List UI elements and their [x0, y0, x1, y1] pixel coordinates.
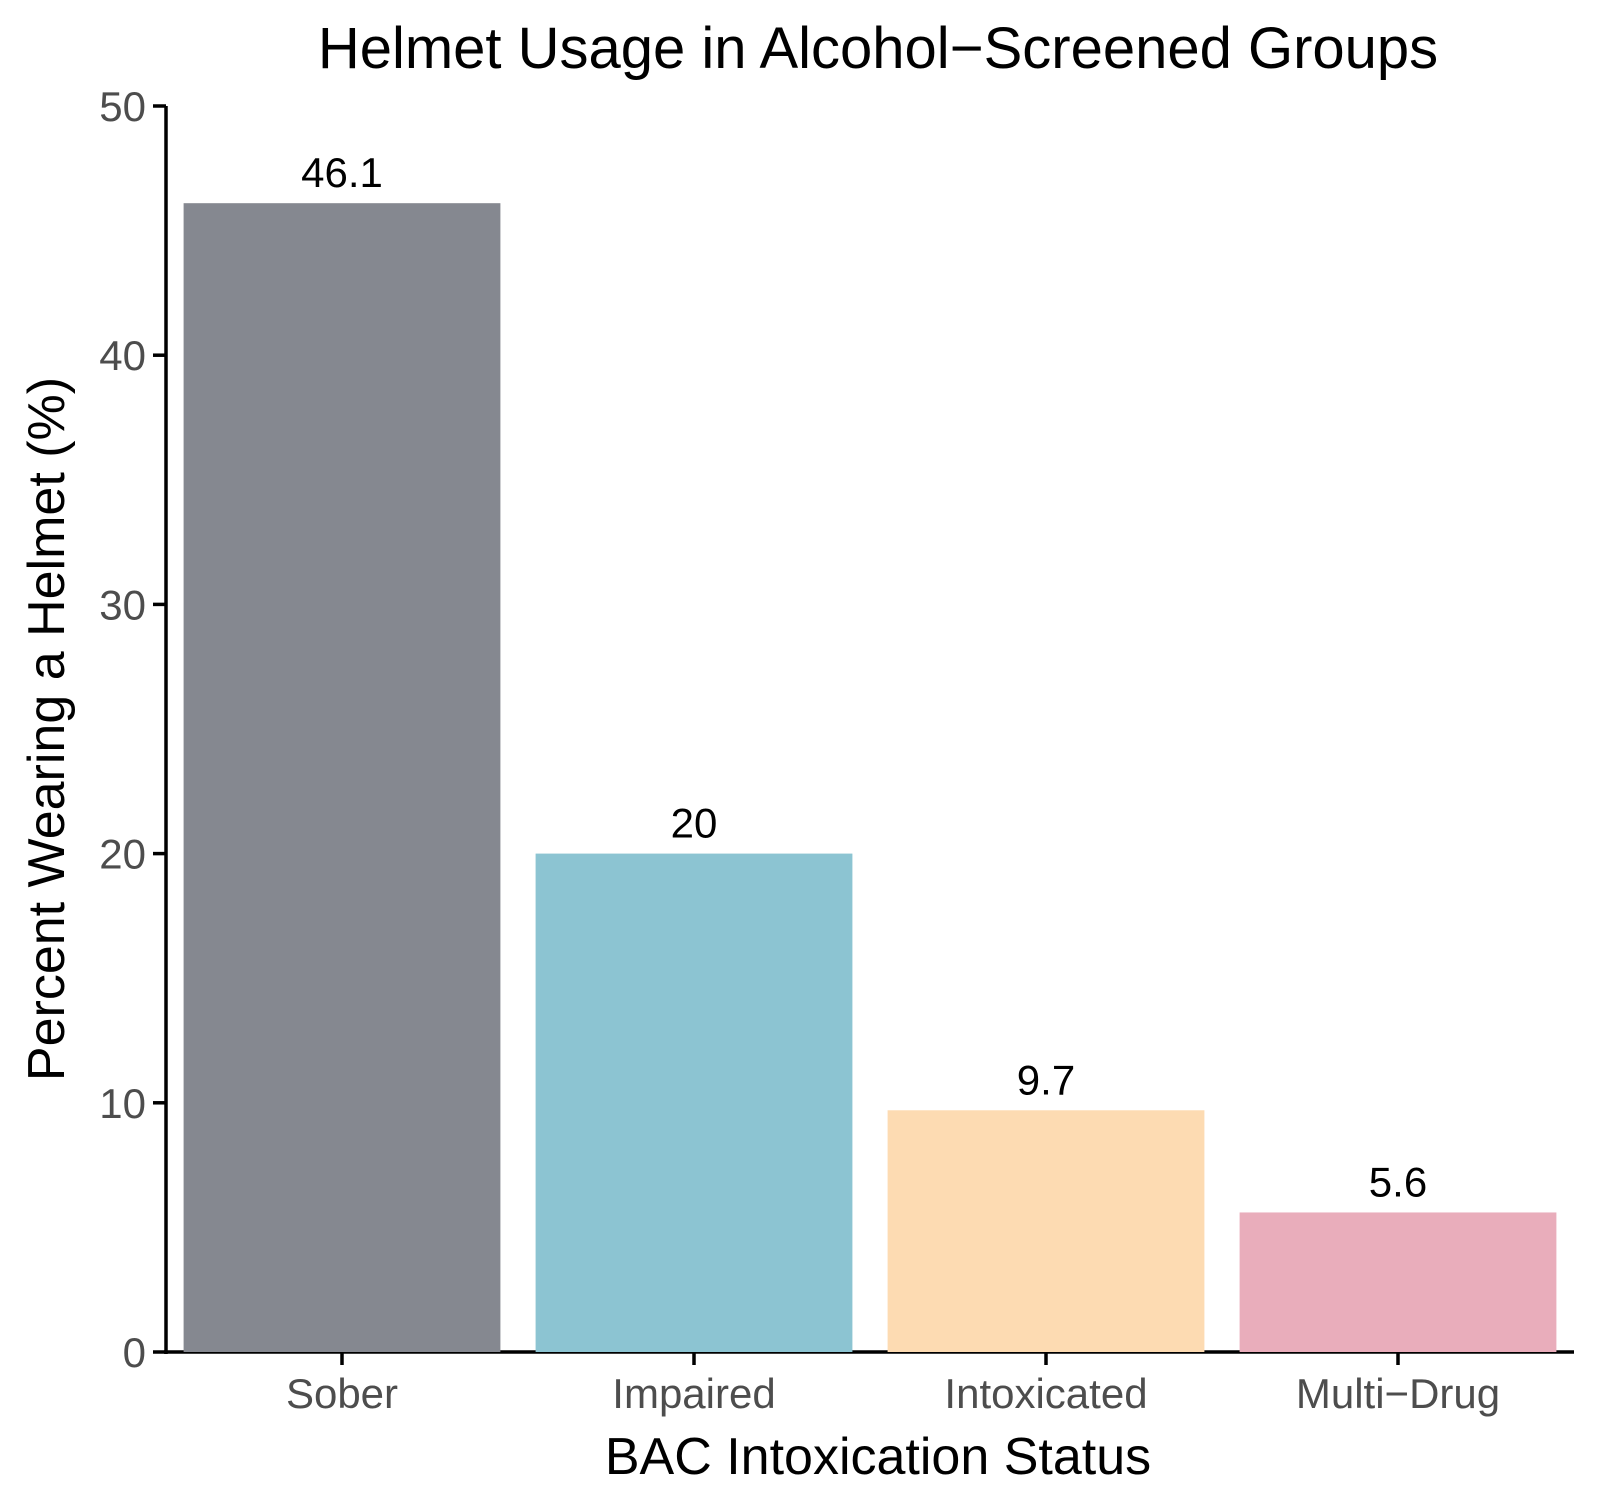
y-axis: 0 10 20 30 40 50 — [99, 83, 168, 1376]
bar-impaired — [535, 853, 853, 1352]
y-tick-label-50: 50 — [99, 83, 146, 130]
data-labels: 46.1 20 9.7 5.6 — [301, 149, 1427, 1205]
bar-multi-drug — [1239, 1212, 1557, 1352]
data-label-multi-drug: 5.6 — [1369, 1158, 1427, 1205]
y-tick-label-40: 40 — [99, 332, 146, 379]
y-tick-label-20: 20 — [99, 831, 146, 878]
data-label-impaired: 20 — [671, 800, 718, 847]
chart-title: Helmet Usage in Alcohol−Screened Groups — [318, 16, 1438, 81]
x-tick-label-intoxicated: Intoxicated — [944, 1370, 1147, 1417]
data-label-intoxicated: 9.7 — [1017, 1056, 1075, 1103]
data-label-sober: 46.1 — [301, 149, 383, 196]
bar-sober — [183, 203, 501, 1353]
y-axis-title: Percent Wearing a Helmet (%) — [18, 377, 76, 1081]
x-tick-label-impaired: Impaired — [612, 1370, 775, 1417]
x-axis: Sober Impaired Intoxicated Multi−Drug — [164, 1350, 1574, 1417]
y-tick-label-10: 10 — [99, 1080, 146, 1127]
x-tick-label-sober: Sober — [286, 1370, 398, 1417]
y-tick-label-30: 30 — [99, 581, 146, 628]
x-axis-title: BAC Intoxication Status — [605, 1428, 1151, 1486]
bar-intoxicated — [887, 1110, 1205, 1352]
bars — [183, 203, 1557, 1353]
y-tick-label-0: 0 — [123, 1329, 146, 1376]
x-tick-label-multi-drug: Multi−Drug — [1296, 1370, 1500, 1417]
